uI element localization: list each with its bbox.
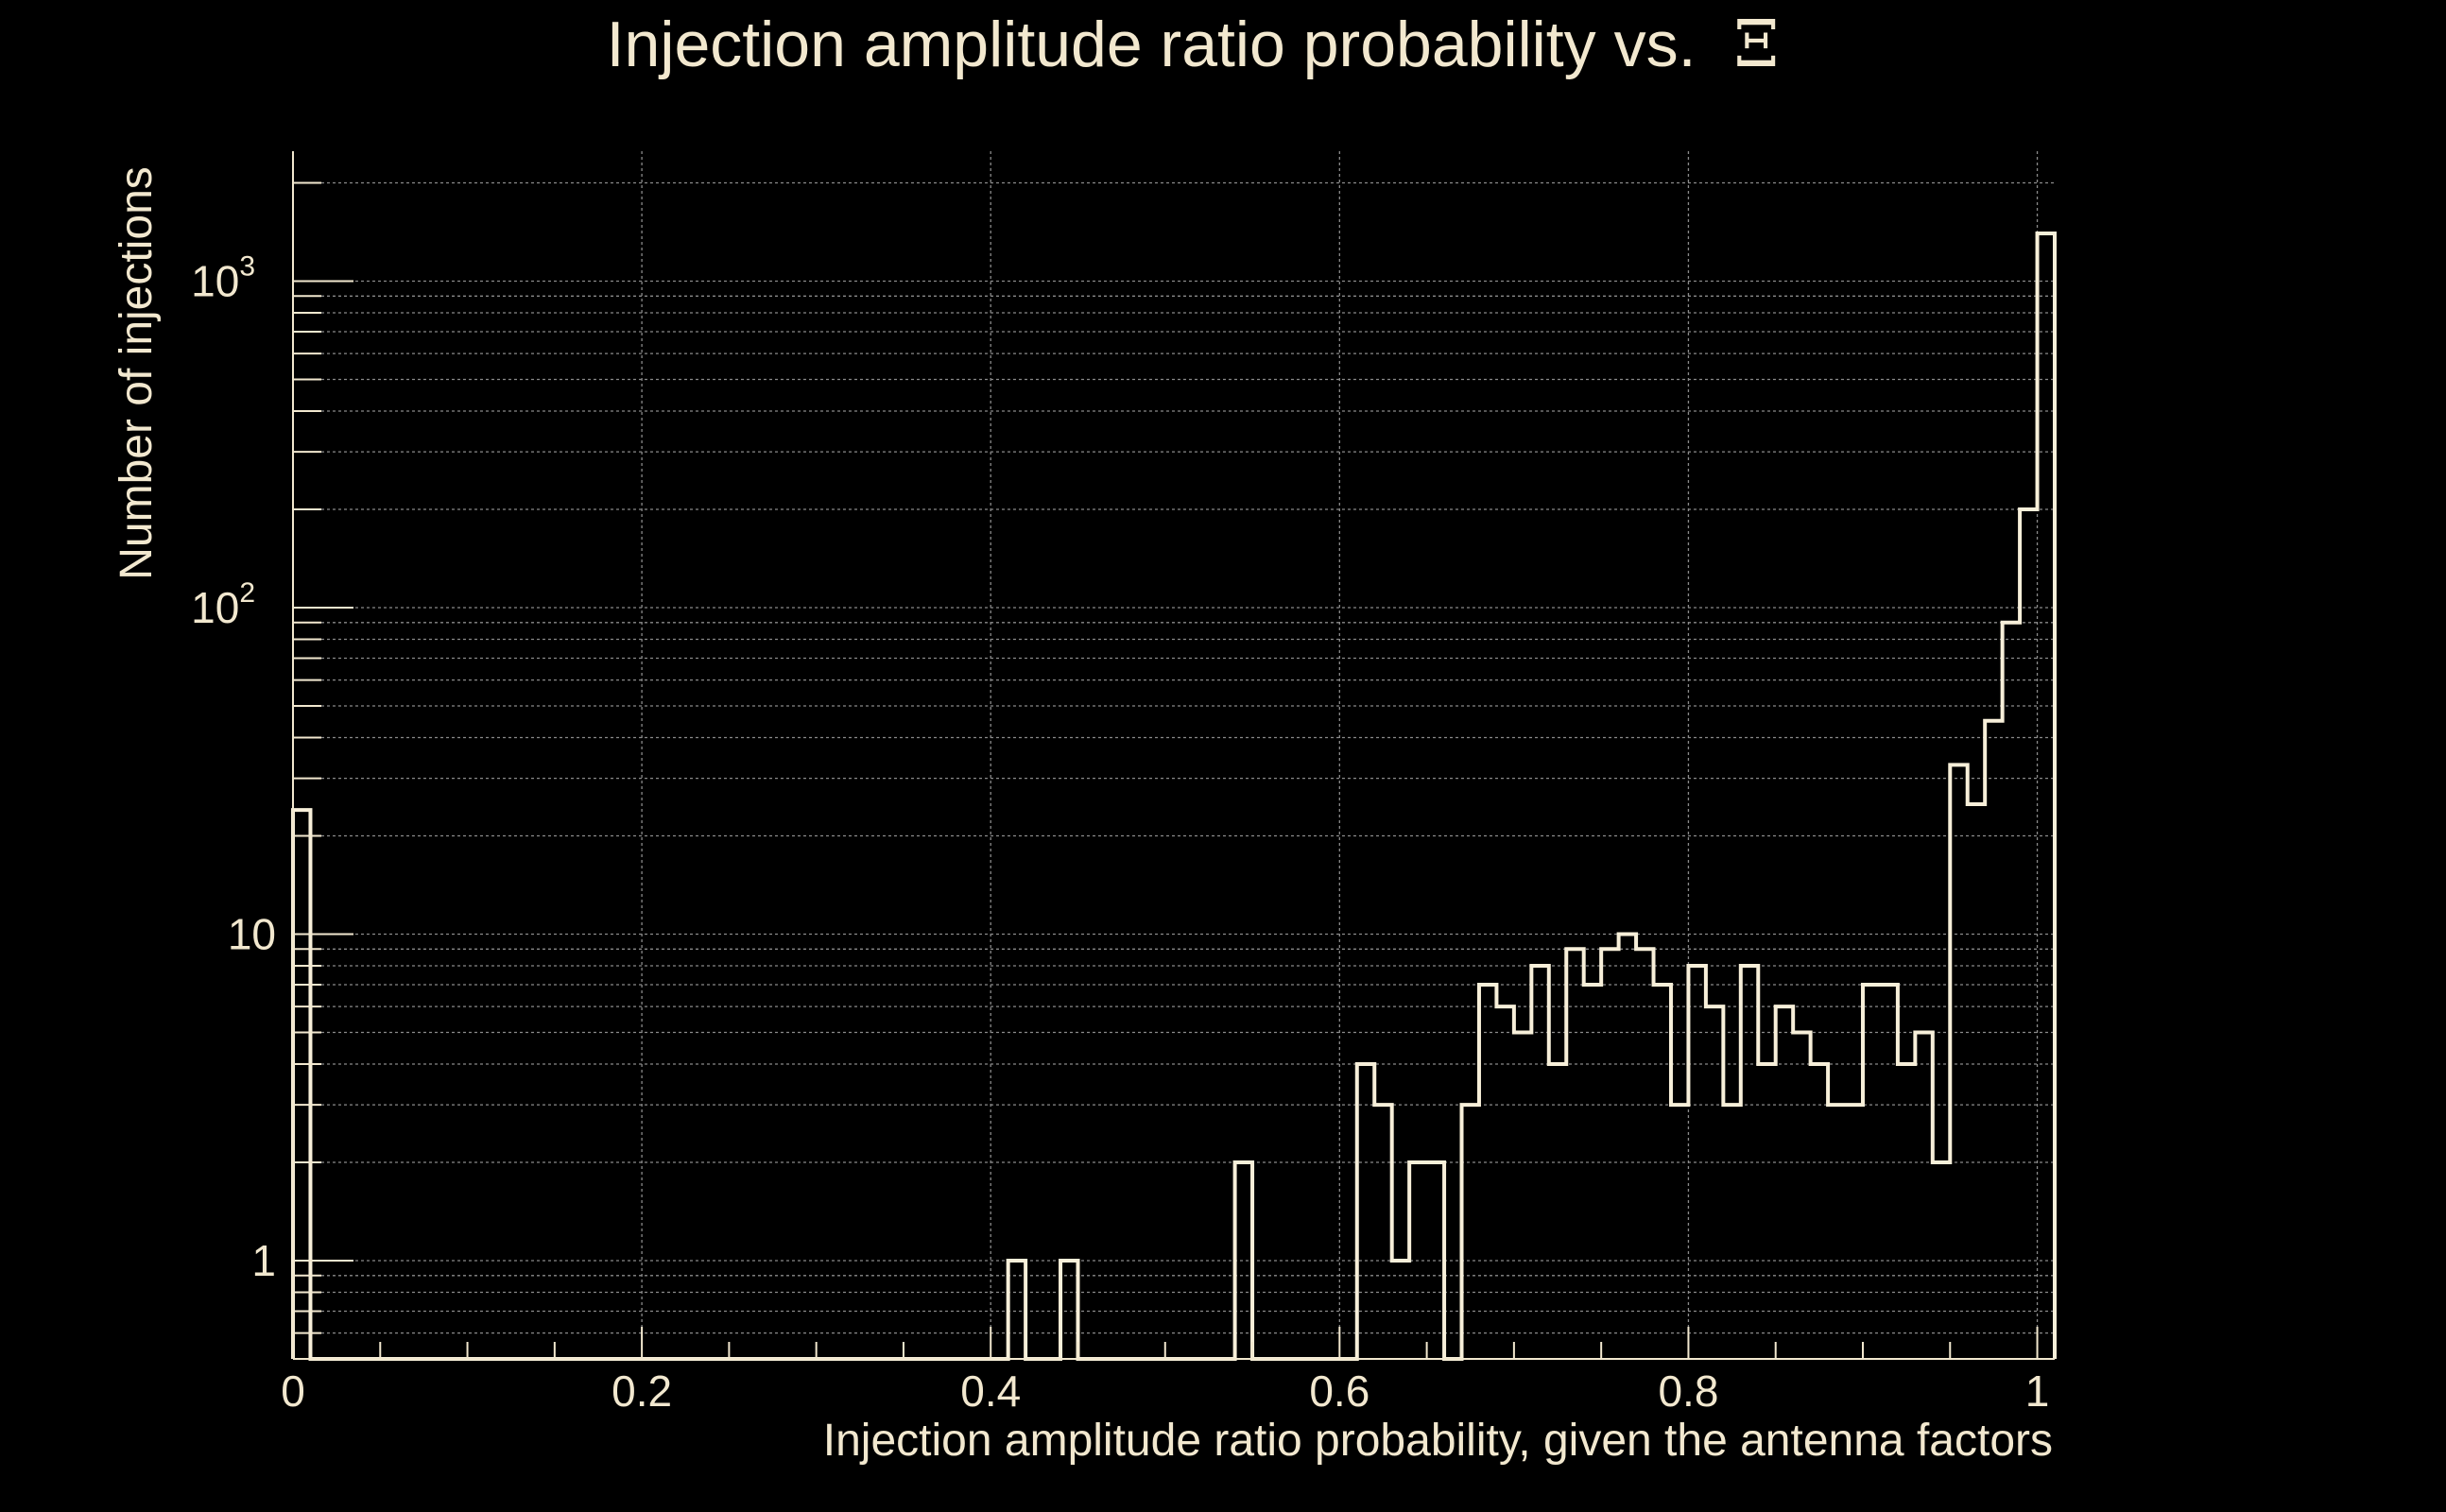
x-tick-label: 0 [281, 1366, 305, 1416]
x-tick-label: 0.4 [960, 1366, 1021, 1416]
y-tick-label: 102 [191, 577, 255, 632]
chart-title-text: Injection amplitude ratio probability vs… [607, 9, 1697, 80]
y-tick-label: 1 [251, 1236, 276, 1285]
axes [292, 151, 2055, 1360]
x-tick-label: 0.8 [1658, 1366, 1718, 1416]
x-axis-label: Injection amplitude ratio probability, g… [823, 1416, 2053, 1466]
y-axis-ticks: 1 10 102 103 [191, 181, 353, 1360]
y-tick-label: 103 [191, 250, 255, 305]
y-tick-label: 10 [228, 909, 276, 958]
y-axis-label: Number of injections [112, 166, 162, 580]
x-tick-label: 1 [2025, 1366, 2050, 1416]
histogram-bars [291, 232, 2057, 1361]
x-axis-ticks: 0 0.2 0.4 0.6 0.8 1 [281, 1327, 2049, 1416]
x-tick-label: 0.6 [1309, 1366, 1369, 1416]
histogram-outline [291, 232, 2057, 1361]
x-tick-label: 0.2 [612, 1366, 672, 1416]
chart-title-symbol: Ξ [1733, 8, 1779, 82]
grid-lines [292, 151, 2055, 1360]
chart-title: Injection amplitude ratio probability vs… [607, 8, 1780, 82]
